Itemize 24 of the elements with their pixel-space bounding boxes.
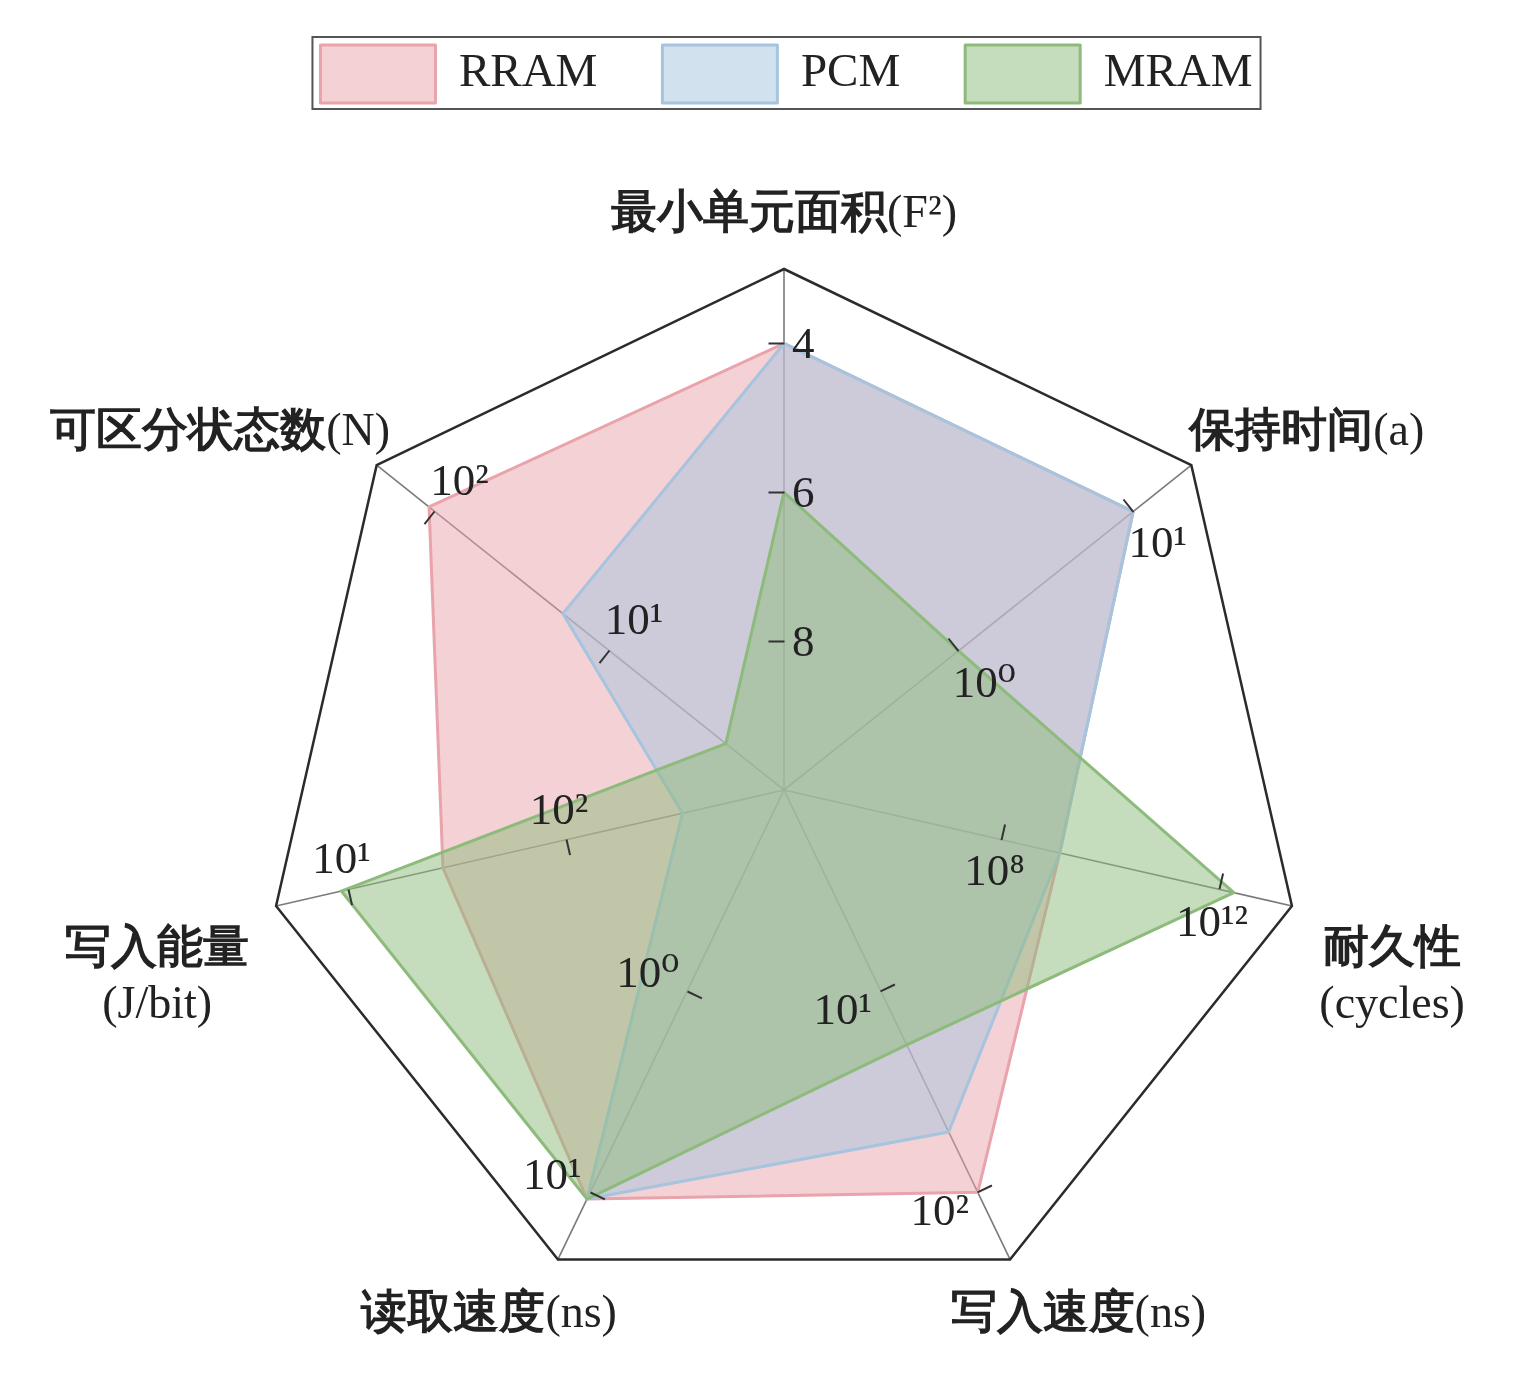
spoke-label: 保持时间(a): [1189, 403, 1425, 455]
legend-label: PCM: [800, 44, 901, 97]
text: 10⁰: [616, 946, 680, 997]
text: 10¹: [1128, 517, 1187, 568]
spoke-label: 写入能量 (J/bit): [65, 921, 250, 1028]
y-tick-label: 6: [792, 466, 815, 517]
text: 10²: [910, 1185, 969, 1236]
text: 10¹²: [1176, 895, 1249, 946]
y-tick-label: 4: [792, 317, 815, 368]
spoke-label: 读取速度(ns): [361, 1285, 617, 1337]
spoke-label: 最小单元面积(F²): [611, 186, 958, 237]
text: 10²: [430, 454, 489, 505]
y-tick-label: 8: [792, 615, 815, 666]
spoke-label: 耐久性 (cycles): [1319, 921, 1465, 1028]
text: 10¹: [604, 594, 664, 645]
text: 10⁰: [952, 657, 1016, 708]
spoke-label: 写入速度(ns): [950, 1285, 1207, 1337]
legend-label: RRAM: [458, 44, 598, 97]
text: 10¹: [813, 983, 873, 1034]
text: 10¹: [312, 833, 371, 884]
text: 10²: [529, 783, 589, 834]
text: 10⁸: [964, 844, 1025, 895]
spoke-label: 可区分状态数(N): [50, 403, 391, 455]
legend-label: MRAM: [1103, 44, 1253, 97]
